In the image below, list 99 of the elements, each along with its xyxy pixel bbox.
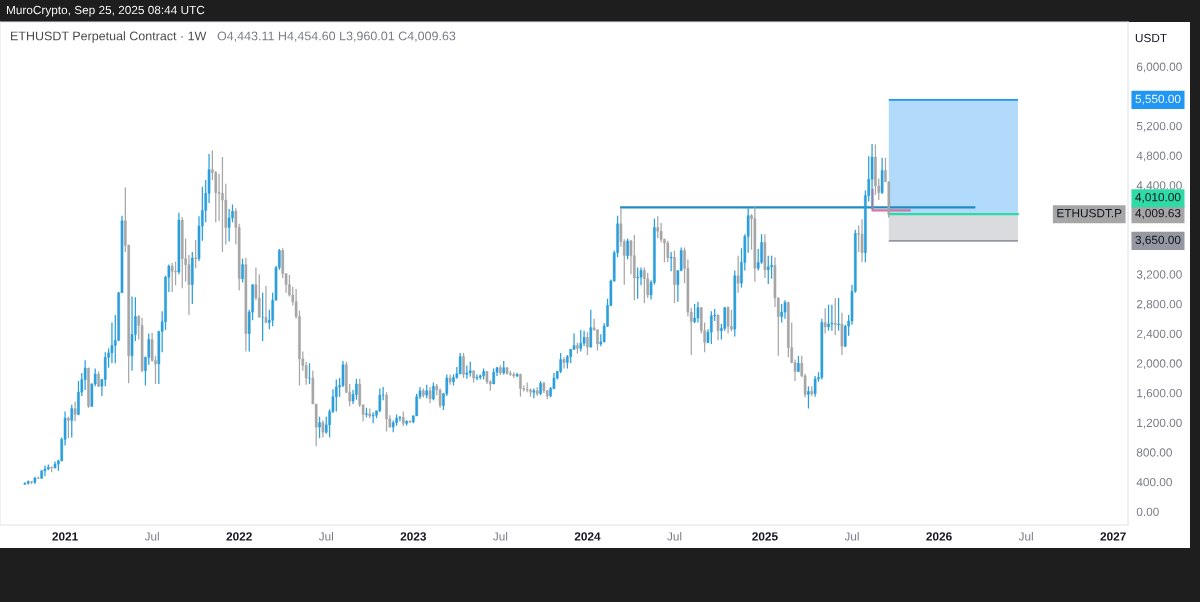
candlestick (696, 301, 700, 324)
x-tick-label: Jul (493, 531, 508, 541)
candlestick (693, 303, 696, 324)
candlestick (783, 299, 787, 320)
y-tick-label: 2,400.00 (1136, 329, 1182, 340)
candlestick (673, 249, 676, 304)
y-tick-label: 5,200.00 (1136, 121, 1182, 132)
candlestick (227, 208, 231, 243)
candlestick (130, 295, 134, 372)
candlestick (385, 391, 388, 433)
x-tick-label: 2026 (926, 532, 952, 541)
candlestick (656, 215, 660, 239)
candlestick (194, 239, 197, 269)
y-tick-label: 0.00 (1136, 507, 1159, 517)
candlestick (87, 367, 90, 409)
candlestick (823, 307, 827, 335)
x-tick-label: 2024 (574, 532, 601, 541)
y-tick-label: 2,800.00 (1136, 299, 1182, 310)
text: 3,650.00 (1135, 235, 1181, 246)
candlestick (770, 255, 773, 280)
x-tick-label: Jul (318, 531, 334, 541)
candlestick (70, 404, 74, 439)
candlestick (371, 411, 375, 424)
x-tick-label: 2023 (400, 532, 427, 541)
candlestick (596, 328, 599, 352)
candlestick (221, 156, 224, 253)
candlestick (880, 157, 884, 195)
y-tick-label: 4,400.00 (1136, 181, 1182, 191)
candlestick (170, 262, 174, 293)
x-tick-label: Jul (144, 531, 159, 541)
candlestick (308, 362, 311, 385)
candlestick (780, 303, 783, 324)
candlestick (509, 370, 512, 377)
candlestick (710, 310, 713, 345)
candlestick (626, 238, 629, 261)
x-tick-label: 2025 (752, 532, 778, 541)
candlestick (465, 364, 469, 380)
candlestick (73, 401, 77, 422)
candlestick (355, 378, 358, 401)
candlestick (633, 234, 636, 301)
candlestick (730, 309, 733, 332)
candlestick (669, 251, 673, 272)
y-tick-label: 4,800.00 (1136, 151, 1182, 162)
x-tick-label: Jul (844, 531, 859, 541)
annotation: ETHUSDT.P (1057, 208, 1122, 218)
candlestick (766, 255, 770, 285)
y-tick-label: 800.00 (1136, 448, 1172, 457)
y-tick-label: 2,000.00 (1136, 359, 1182, 370)
candlestick (448, 373, 452, 386)
candlestick (264, 285, 268, 324)
candlestick (261, 292, 264, 342)
candlestick (529, 387, 532, 398)
text: O4,443.11 H4,454.60 L3,960.01 C4,009.63 (217, 31, 456, 42)
candlestick (334, 378, 338, 413)
x-tick-label: 2021 (52, 532, 78, 541)
candlestick (241, 258, 244, 284)
y-tick-label: 6,000.00 (1136, 62, 1182, 73)
candlestick (318, 416, 321, 439)
candlestick (646, 272, 650, 299)
candlestick (398, 415, 402, 422)
candlestick (797, 355, 800, 373)
candlestick (586, 331, 589, 356)
candlestick (519, 373, 522, 398)
text: 4,010.00 (1135, 192, 1181, 203)
candlestick (830, 304, 834, 332)
text: ETHUSDT Perpetual Contract · 1W (11, 31, 207, 43)
candlestick (807, 385, 810, 410)
y-tick-label: 400.00 (1136, 478, 1172, 487)
candlestick (636, 266, 639, 300)
text: 4,009.63 (1135, 208, 1181, 219)
x-tick-label: 2027 (1100, 532, 1126, 541)
y-tick-label: 1,200.00 (1137, 418, 1182, 429)
candlestick (837, 297, 840, 332)
candlestick (462, 352, 465, 379)
candlestick (736, 255, 740, 294)
candlestick (827, 304, 830, 332)
x-tick-label: 2022 (226, 532, 252, 541)
y-axis-title: USDT (1135, 33, 1167, 43)
x-tick-label: Jul (667, 531, 682, 541)
candlestick (432, 381, 435, 401)
candlestick (30, 480, 33, 485)
candlestick (103, 351, 107, 387)
candlestick (472, 370, 475, 384)
y-tick-label: 3,200.00 (1136, 270, 1182, 281)
candlestick (539, 380, 542, 396)
candlestick (67, 416, 70, 439)
candlestick (666, 240, 670, 263)
text: 5,550.00 (1135, 94, 1181, 105)
candlestick (860, 218, 864, 263)
text: MuroCrypto, Sep 25, 2025 08:44 UTC (6, 5, 205, 17)
candlestick (874, 143, 877, 196)
candlestick (365, 407, 368, 419)
x-tick-label: Jul (1018, 531, 1033, 541)
candlestick (438, 387, 442, 409)
candlestick (870, 143, 874, 210)
y-tick-label: 1,600.00 (1137, 388, 1182, 399)
candlestick (833, 297, 837, 336)
candlestick (643, 266, 646, 304)
candlestick (97, 370, 100, 388)
